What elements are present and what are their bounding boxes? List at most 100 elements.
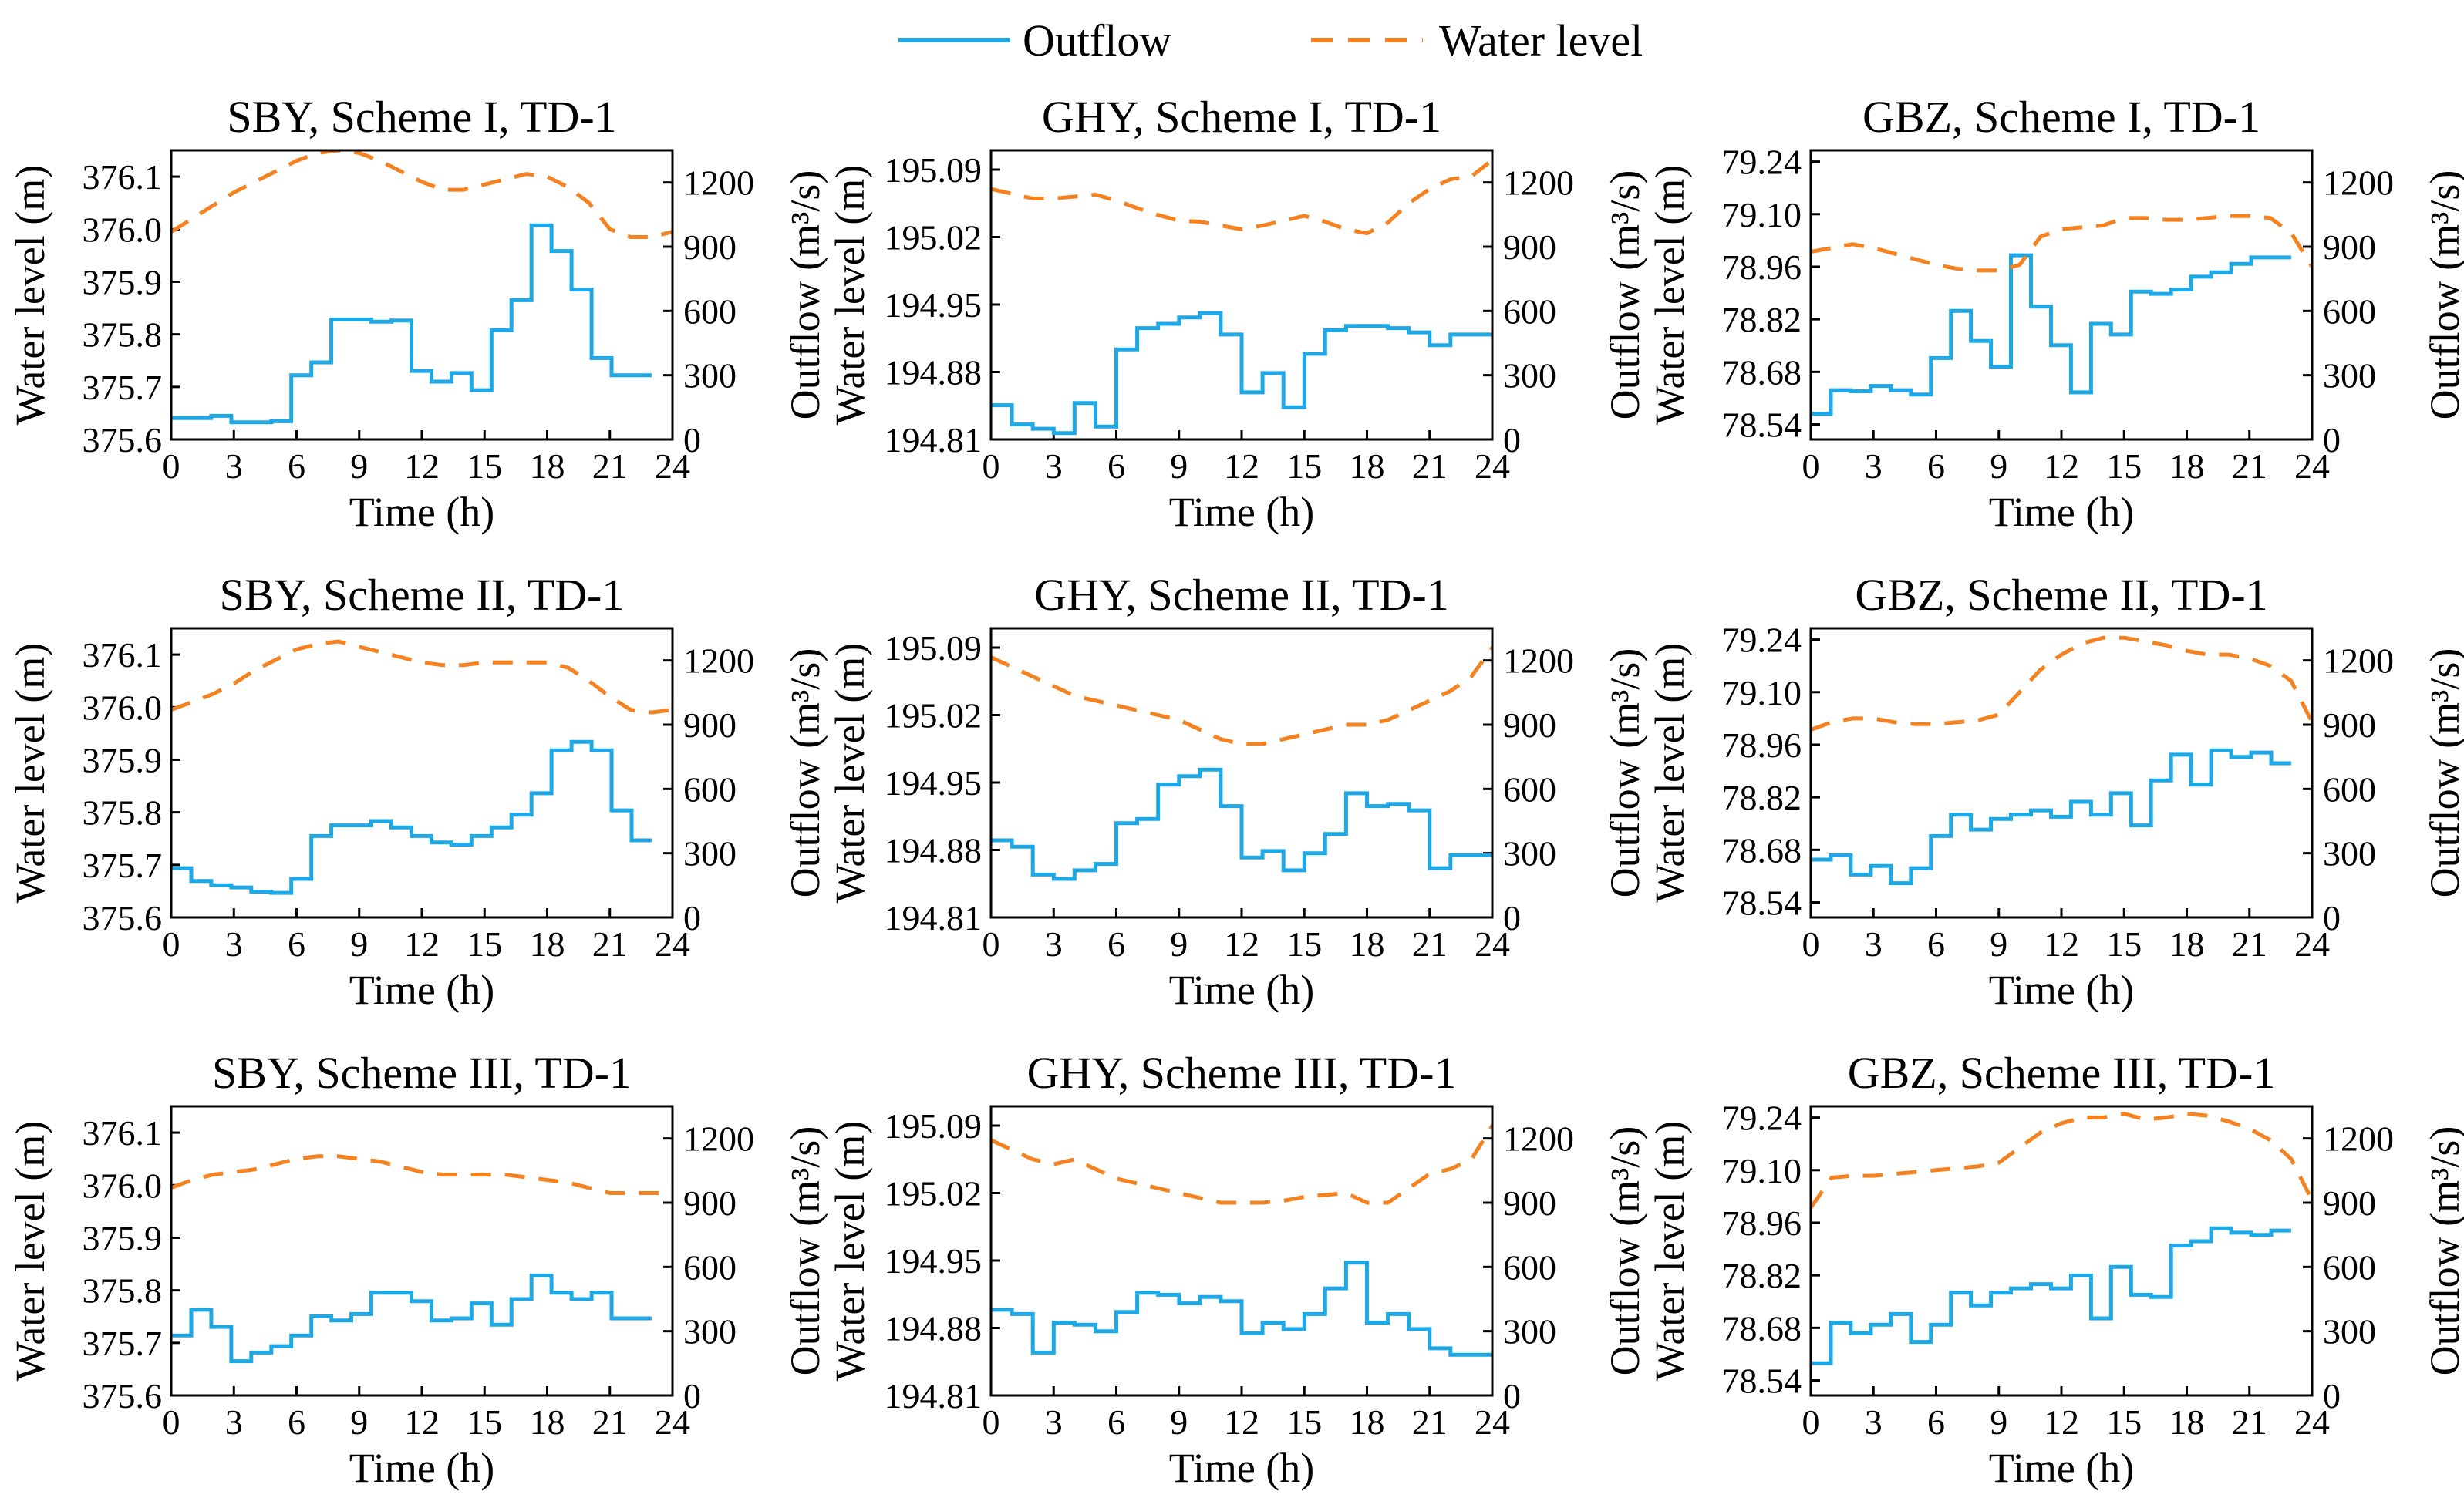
y-right-tick-label: 0 xyxy=(1503,420,1521,459)
chart-panel: GHY, Scheme II, TD-1 0 3 6 9 12 15 18 21 24 194.81… xyxy=(827,570,1648,1013)
x-tick-label: 18 xyxy=(530,924,565,964)
x-tick-label: 3 xyxy=(1865,924,1883,964)
x-tick-label: 12 xyxy=(1224,446,1259,486)
plot-frame xyxy=(170,149,674,441)
y-right-tick-label: 1200 xyxy=(1503,163,1574,203)
y-left-tick-label: 78.82 xyxy=(1722,1256,1802,1295)
x-tick-label: 12 xyxy=(1224,924,1259,964)
x-tick-label: 0 xyxy=(983,924,1000,964)
y-left-tick-label: 375.6 xyxy=(83,420,163,459)
y-right-tick-label: 600 xyxy=(2323,291,2376,331)
outflow-series-line xyxy=(1811,253,2291,416)
y-right-tick-label: 1200 xyxy=(2323,1119,2394,1159)
y-left-tick-label: 194.95 xyxy=(885,1241,983,1281)
chart-title: GHY, Scheme III, TD-1 xyxy=(1027,1048,1457,1098)
plot-frame xyxy=(989,149,1494,441)
x-tick-label: 21 xyxy=(1412,924,1448,964)
y-right-tick-label: 1200 xyxy=(683,1119,754,1159)
y-left-tick-label: 376.1 xyxy=(83,1113,163,1153)
chart-panel: GHY, Scheme I, TD-1 0 3 6 9 12 15 18 21 24 194.81 1… xyxy=(827,92,1648,535)
outflow-series-line xyxy=(1811,748,2291,886)
x-tick-label: 15 xyxy=(1286,446,1322,486)
x-tick-label: 24 xyxy=(1475,446,1510,486)
y-right-tick-label: 900 xyxy=(683,227,737,267)
water-level-series-line xyxy=(1811,635,2312,732)
x-tick-label: 24 xyxy=(655,1402,690,1442)
x-tick-label: 24 xyxy=(655,446,690,486)
y-right-tick-label: 900 xyxy=(1503,227,1556,267)
y-left-tick-label: 195.02 xyxy=(885,1174,983,1213)
water-level-series-line xyxy=(1811,214,2312,273)
y-right-tick-label: 300 xyxy=(683,1312,737,1351)
y-right-tick-label: 300 xyxy=(1503,1312,1556,1351)
plot-frame xyxy=(1809,149,2314,441)
y-right-tick-label: 900 xyxy=(2323,227,2376,267)
y-left-tick-label: 78.82 xyxy=(1722,300,1802,339)
y-right-tick-label: 900 xyxy=(2323,705,2376,745)
y-right-tick-label: 0 xyxy=(2323,420,2341,459)
y-left-tick-label: 375.7 xyxy=(83,368,163,407)
y-right-tick-label: 600 xyxy=(683,769,737,809)
x-tick-label: 21 xyxy=(1412,446,1448,486)
plot-frame xyxy=(1809,1105,2314,1397)
y-left-tick-label: 195.02 xyxy=(885,696,983,735)
outflow-series-line xyxy=(171,1273,652,1364)
x-tick-label: 6 xyxy=(288,924,305,964)
x-axis-label: Time (h) xyxy=(1169,967,1315,1013)
chart-panel: GBZ, Scheme II, TD-1 0 3 6 9 12 15 18 21 24 78.54 7… xyxy=(1647,570,2464,1013)
plot-frame xyxy=(170,1105,674,1397)
x-tick-label: 18 xyxy=(2169,1402,2205,1442)
y-left-tick-label: 195.09 xyxy=(885,1106,983,1146)
x-tick-label: 6 xyxy=(1927,1402,1945,1442)
x-tick-label: 12 xyxy=(404,446,440,486)
x-tick-label: 15 xyxy=(467,446,502,486)
y-right-axis-label: Outflow (m³/s) xyxy=(2422,648,2464,898)
chart-panel: GBZ, Scheme III, TD-1 0 3 6 9 12 15 18 21 24 78.54… xyxy=(1647,1048,2464,1491)
x-tick-label: 6 xyxy=(1107,924,1125,964)
x-tick-label: 12 xyxy=(404,924,440,964)
y-right-tick-label: 900 xyxy=(683,1183,737,1223)
x-tick-label: 9 xyxy=(1170,924,1188,964)
x-axis-label: Time (h) xyxy=(1989,967,2135,1013)
y-left-tick-label: 375.6 xyxy=(83,898,163,937)
x-tick-label: 3 xyxy=(1865,446,1883,486)
y-left-tick-label: 79.24 xyxy=(1722,1099,1802,1138)
plot-frame xyxy=(1809,627,2314,919)
y-left-tick-label: 375.9 xyxy=(83,1218,163,1257)
y-left-axis-label: Water level (m) xyxy=(1647,643,1693,903)
chart-title: GHY, Scheme II, TD-1 xyxy=(1034,570,1449,620)
chart-title: GBZ, Scheme II, TD-1 xyxy=(1855,570,2267,620)
legend-level-label: Water level xyxy=(1439,15,1643,66)
chart-title: SBY, Scheme III, TD-1 xyxy=(212,1048,632,1098)
x-tick-label: 9 xyxy=(350,924,368,964)
y-right-tick-label: 0 xyxy=(683,1376,701,1415)
x-tick-label: 18 xyxy=(1350,924,1385,964)
x-tick-label: 3 xyxy=(1045,446,1063,486)
outflow-series-line xyxy=(171,739,652,895)
x-tick-label: 0 xyxy=(163,924,180,964)
y-left-tick-label: 376.1 xyxy=(83,635,163,675)
x-tick-label: 0 xyxy=(983,1402,1000,1442)
x-tick-label: 24 xyxy=(655,924,690,964)
y-left-tick-label: 78.68 xyxy=(1722,830,1802,870)
y-left-tick-label: 78.96 xyxy=(1722,725,1802,765)
chart-title: GHY, Scheme I, TD-1 xyxy=(1042,92,1441,142)
outflow-series-line xyxy=(991,767,1492,881)
y-left-tick-label: 194.88 xyxy=(885,353,983,392)
y-right-tick-label: 300 xyxy=(1503,356,1556,396)
y-left-tick-label: 79.24 xyxy=(1722,143,1802,182)
x-tick-label: 0 xyxy=(1802,924,1820,964)
outflow-series-line xyxy=(991,311,1492,436)
x-tick-label: 9 xyxy=(1170,446,1188,486)
x-tick-label: 18 xyxy=(530,446,565,486)
y-left-tick-label: 78.82 xyxy=(1722,778,1802,817)
y-left-tick-label: 375.8 xyxy=(83,315,163,355)
x-tick-label: 3 xyxy=(225,446,243,486)
y-left-tick-label: 78.96 xyxy=(1722,1203,1802,1243)
y-right-tick-label: 1200 xyxy=(1503,1119,1574,1159)
y-left-tick-label: 375.9 xyxy=(83,740,163,779)
x-tick-label: 24 xyxy=(2294,924,2330,964)
x-tick-label: 3 xyxy=(1045,924,1063,964)
y-left-tick-label: 376.0 xyxy=(83,210,163,249)
y-left-tick-label: 375.9 xyxy=(83,262,163,301)
